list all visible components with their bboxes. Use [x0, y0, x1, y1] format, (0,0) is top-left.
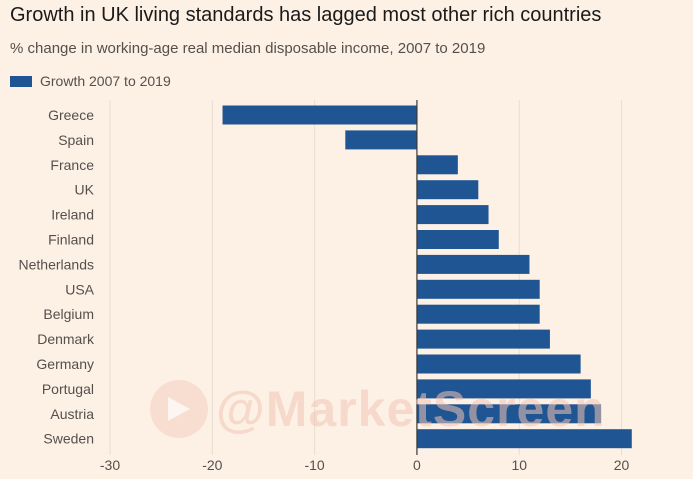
category-label: Portugal [42, 381, 94, 397]
category-label: Germany [36, 356, 94, 372]
chart-subtitle: % change in working-age real median disp… [10, 40, 486, 57]
category-label: Denmark [37, 331, 95, 347]
bar-greece [222, 105, 417, 125]
category-label: Ireland [51, 207, 94, 223]
category-label: USA [65, 281, 94, 297]
bar-uk [416, 180, 479, 200]
legend-label: Growth 2007 to 2019 [40, 73, 171, 89]
category-label: Austria [50, 406, 94, 422]
chart-title: Growth in UK living standards has lagged… [10, 4, 602, 26]
bar-sweden [416, 429, 632, 449]
bar-denmark [416, 329, 550, 349]
bar-spain [345, 130, 417, 150]
bar-france [416, 155, 458, 175]
bar-portugal [416, 379, 591, 399]
x-tick-label: 20 [614, 457, 630, 473]
x-tick-label: 0 [413, 457, 421, 473]
category-label: Finland [48, 232, 94, 248]
bar-germany [416, 354, 581, 374]
bar-belgium [416, 304, 540, 324]
legend: Growth 2007 to 2019 [10, 73, 171, 89]
bar-netherlands [416, 254, 530, 274]
category-label: Greece [48, 107, 94, 123]
bar-usa [416, 279, 540, 299]
legend-swatch [10, 75, 32, 87]
x-tick-label: -10 [304, 457, 324, 473]
category-label: Sweden [43, 431, 94, 447]
category-label: UK [75, 182, 95, 198]
category-label: Belgium [43, 306, 94, 322]
category-label: Spain [58, 132, 94, 148]
x-tick-label: 10 [511, 457, 527, 473]
category-label: France [50, 157, 94, 173]
x-tick-label: -20 [202, 457, 222, 473]
category-label: Netherlands [19, 256, 95, 272]
bar-austria [416, 404, 602, 424]
bar-ireland [416, 205, 489, 225]
bar-finland [416, 230, 499, 249]
x-tick-label: -30 [100, 457, 120, 473]
